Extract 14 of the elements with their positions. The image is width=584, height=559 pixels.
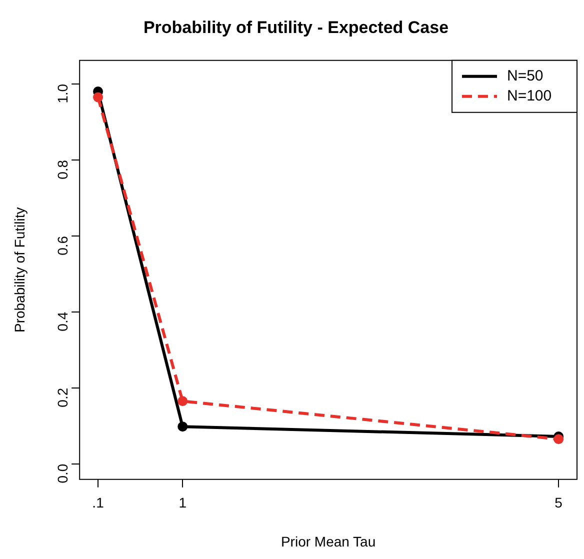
chart-title: Probability of Futility - Expected Case bbox=[143, 18, 449, 37]
y-tick-label: 0.6 bbox=[54, 236, 70, 256]
y-tick-label: 0.4 bbox=[54, 312, 70, 332]
x-tick-label: 1 bbox=[178, 494, 187, 511]
y-axis-title: Probability of Futility bbox=[11, 207, 28, 333]
y-tick-label: 0.0 bbox=[54, 464, 70, 484]
x-tick-label: 5 bbox=[554, 494, 563, 511]
x-tick-label: .1 bbox=[92, 494, 104, 511]
legend-label: N=100 bbox=[507, 88, 552, 105]
y-tick-label: 1.0 bbox=[54, 84, 70, 104]
y-tick-label: 0.8 bbox=[54, 160, 70, 180]
legend-label: N=50 bbox=[507, 68, 544, 85]
x-axis-title: Prior Mean Tau bbox=[280, 533, 376, 550]
y-tick-label: 0.2 bbox=[54, 388, 70, 408]
